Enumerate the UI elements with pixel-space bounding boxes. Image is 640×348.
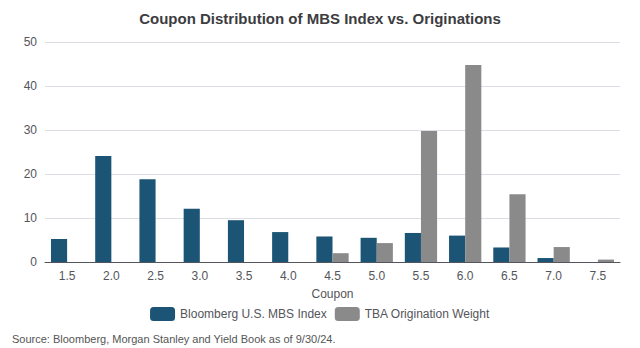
svg-text:1.5: 1.5 [59,269,76,283]
svg-text:2.5: 2.5 [147,269,164,283]
svg-text:5.5: 5.5 [413,269,430,283]
svg-text:6.0: 6.0 [457,269,474,283]
svg-text:6.5: 6.5 [501,269,518,283]
svg-text:3.0: 3.0 [191,269,208,283]
svg-text:7.5: 7.5 [590,269,607,283]
svg-text:Source: Bloomberg, Morgan Stan: Source: Bloomberg, Morgan Stanley and Yi… [12,333,335,345]
svg-text:2.0: 2.0 [103,269,120,283]
svg-text:10: 10 [24,211,38,225]
svg-text:4.0: 4.0 [280,269,297,283]
svg-text:7.0: 7.0 [545,269,562,283]
svg-text:3.5: 3.5 [236,269,253,283]
svg-text:20: 20 [24,167,38,181]
svg-text:Coupon: Coupon [311,287,353,301]
svg-text:50: 50 [24,35,38,49]
svg-text:0: 0 [30,255,37,269]
svg-text:4.5: 4.5 [324,269,341,283]
svg-text:Coupon Distribution of MBS Ind: Coupon Distribution of MBS Index vs. Ori… [139,10,501,27]
svg-text:40: 40 [24,79,38,93]
svg-text:5.0: 5.0 [368,269,385,283]
svg-text:30: 30 [24,123,38,137]
svg-text:Bloomberg U.S. MBS Index: Bloomberg U.S. MBS Index [180,307,327,321]
svg-text:TBA Origination Weight: TBA Origination Weight [365,307,490,321]
